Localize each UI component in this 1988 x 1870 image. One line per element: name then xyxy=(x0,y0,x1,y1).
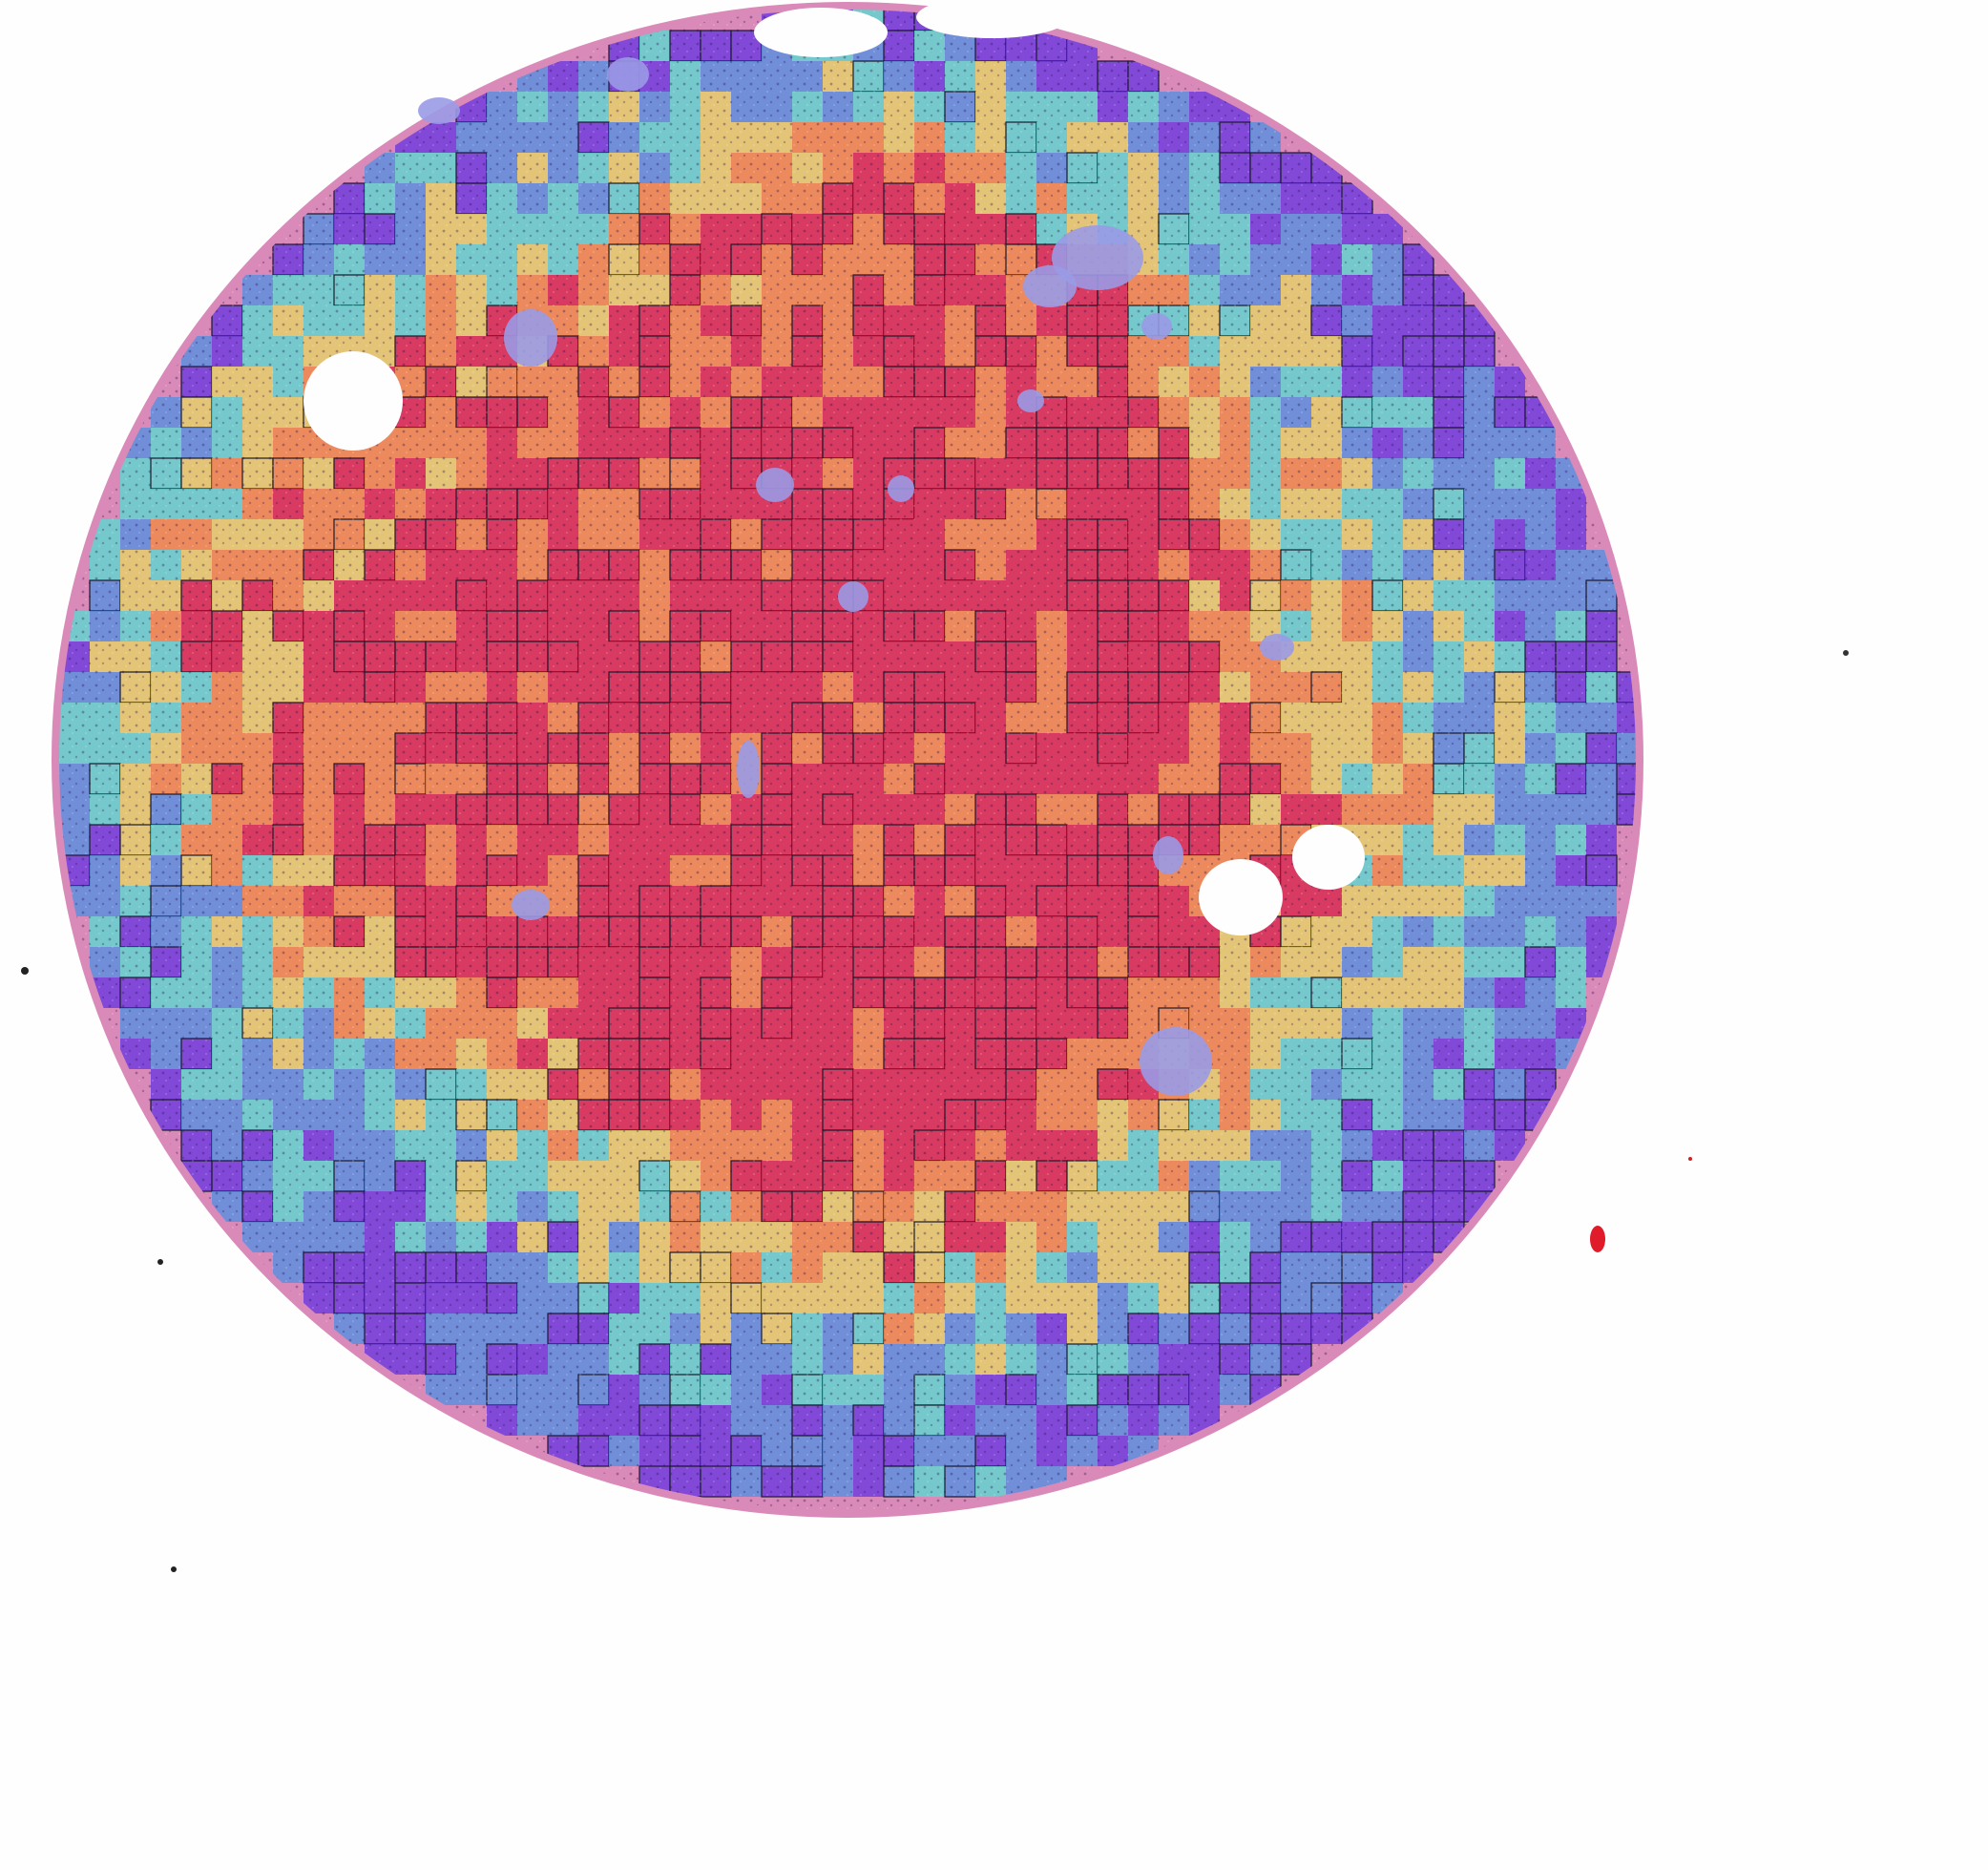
lumen-space xyxy=(1141,313,1172,340)
empty-spaces xyxy=(303,0,1365,935)
red-artifact xyxy=(1590,1226,1605,1252)
lumen-space xyxy=(1140,1027,1212,1096)
empty-space xyxy=(1199,859,1283,935)
debris-speck xyxy=(1688,1157,1692,1161)
lumen-space xyxy=(607,57,649,92)
empty-space xyxy=(1292,825,1365,890)
debris-artifacts xyxy=(21,650,1849,1572)
lumen-space xyxy=(504,309,557,367)
lumen-space xyxy=(1260,634,1294,661)
lumen-space xyxy=(1153,836,1183,874)
lumen-spaces xyxy=(418,57,1294,1096)
debris-speck xyxy=(1843,650,1849,656)
empty-space xyxy=(303,351,403,451)
debris-speck xyxy=(157,1259,163,1265)
empty-space xyxy=(1164,0,1241,25)
lumen-space xyxy=(737,741,760,798)
debris-speck xyxy=(21,967,29,975)
lumen-space xyxy=(418,97,460,124)
empty-space xyxy=(916,0,1069,38)
empty-space xyxy=(754,8,888,57)
lumen-space xyxy=(1023,265,1077,307)
lumen-space xyxy=(756,468,794,502)
lumen-space xyxy=(838,581,868,612)
debris-speck xyxy=(171,1566,177,1572)
lumen-space xyxy=(512,890,550,920)
lumen-space xyxy=(1017,389,1044,412)
lumen-space xyxy=(888,475,914,502)
lumen-space xyxy=(1052,225,1143,290)
